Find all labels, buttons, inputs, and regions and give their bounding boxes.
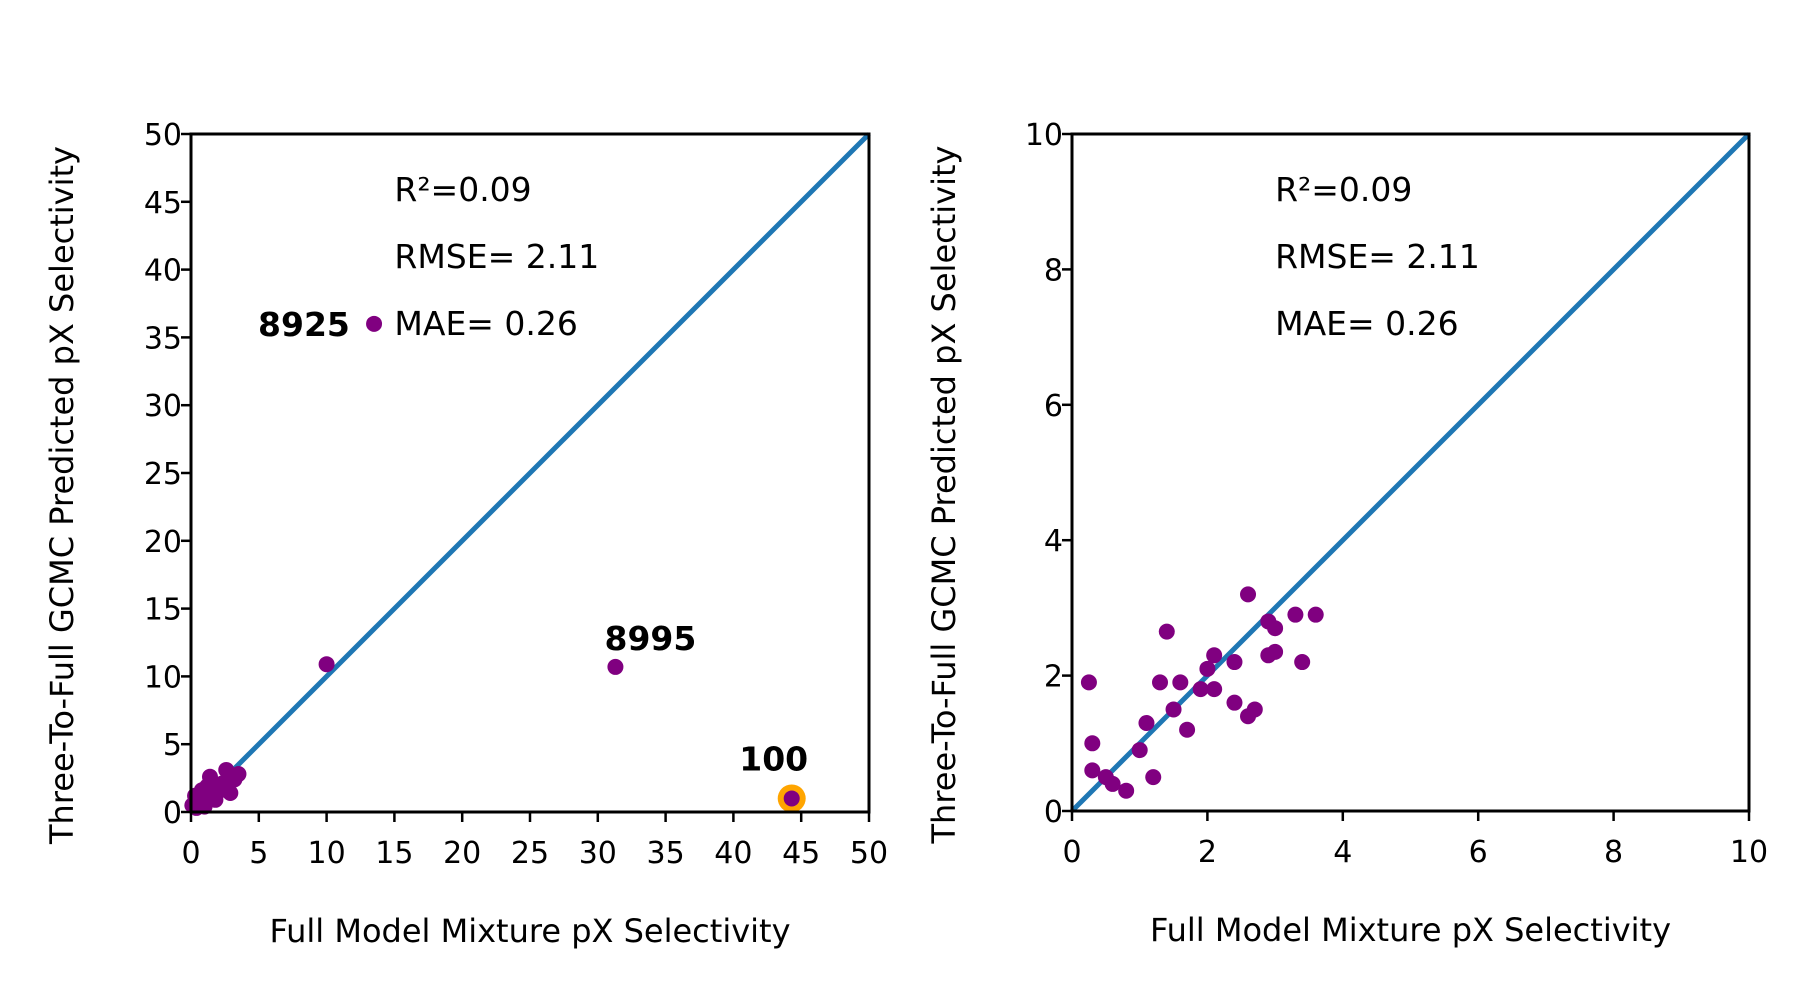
data-point bbox=[222, 785, 239, 802]
left-panel: 0 5 10 15 20 25 30 35 40 45 50 0 5 10 15 20 25 30 35 40 45 50… bbox=[43, 118, 888, 950]
data-point bbox=[1307, 606, 1324, 623]
point-annotation: 8925 bbox=[258, 305, 350, 344]
data-point bbox=[1118, 782, 1135, 799]
y-tick-label: 35 bbox=[144, 321, 182, 356]
y-tick-label: 25 bbox=[144, 457, 182, 492]
data-point bbox=[1240, 708, 1257, 725]
data-point bbox=[1145, 769, 1162, 786]
x-tick-label: 10 bbox=[1730, 835, 1768, 870]
y-tick-label: 10 bbox=[1025, 118, 1063, 153]
y-tick-label: 50 bbox=[144, 118, 182, 153]
data-point bbox=[201, 768, 218, 785]
y-tick-label: 45 bbox=[144, 186, 182, 221]
parity-line bbox=[1070, 132, 1751, 813]
data-point bbox=[1152, 674, 1169, 691]
right-panel: 0 2 4 6 8 10 0 2 4 6 8 10 Full Model Mixture pX Sele… bbox=[925, 118, 1768, 949]
y-tick-label: 15 bbox=[144, 593, 182, 628]
y-tick-label: 0 bbox=[163, 796, 182, 831]
mae-label: MAE= 0.26 bbox=[394, 304, 578, 343]
x-tick-label: 50 bbox=[850, 836, 888, 871]
data-point bbox=[1240, 586, 1257, 603]
data-point bbox=[1104, 775, 1121, 792]
y-axis-title: Three-To-Full GCMC Predicted pX Selectiv… bbox=[43, 146, 81, 845]
y-tick-label: 10 bbox=[144, 660, 182, 695]
data-point bbox=[1206, 681, 1223, 698]
data-point bbox=[1287, 606, 1304, 623]
data-point bbox=[607, 658, 624, 675]
plot-frame bbox=[1070, 132, 1751, 813]
y-tick-label: 4 bbox=[1044, 524, 1063, 559]
data-point bbox=[1172, 674, 1189, 691]
y-tick-label: 2 bbox=[1044, 660, 1063, 695]
x-axis-title: Full Model Mixture pX Selectivity bbox=[269, 912, 790, 950]
y-tick-label: 5 bbox=[163, 728, 182, 763]
data-point bbox=[1084, 735, 1101, 752]
point-annotation: 8995 bbox=[604, 619, 696, 658]
data-point bbox=[1131, 742, 1148, 759]
parity-line bbox=[189, 132, 871, 814]
y-tick-label: 6 bbox=[1044, 389, 1063, 424]
data-point bbox=[1294, 654, 1311, 671]
x-tick-label: 10 bbox=[308, 836, 346, 871]
x-tick-label: 2 bbox=[1198, 835, 1217, 870]
mae-label: MAE= 0.26 bbox=[1275, 304, 1459, 343]
x-tick-label: 15 bbox=[375, 836, 413, 871]
x-tick-label: 5 bbox=[249, 836, 268, 871]
data-point bbox=[1165, 701, 1182, 718]
data-point bbox=[1226, 654, 1243, 671]
x-tick-label: 6 bbox=[1469, 835, 1488, 870]
x-tick-label: 40 bbox=[714, 836, 752, 871]
data-point bbox=[366, 315, 383, 332]
data-point bbox=[1199, 660, 1216, 677]
data-point bbox=[230, 766, 247, 783]
x-tick-label: 8 bbox=[1604, 835, 1623, 870]
data-point bbox=[1158, 623, 1175, 640]
y-tick-label: 30 bbox=[144, 389, 182, 424]
x-tick-label: 20 bbox=[443, 836, 481, 871]
data-point bbox=[1226, 694, 1243, 711]
data-point bbox=[207, 791, 224, 808]
x-tick-label: 45 bbox=[782, 836, 820, 871]
x-tick-label: 4 bbox=[1333, 835, 1352, 870]
data-point bbox=[1267, 620, 1284, 637]
r2-label: R²=0.09 bbox=[394, 170, 531, 209]
data-point bbox=[318, 656, 335, 673]
rmse-label: RMSE= 2.11 bbox=[394, 237, 599, 276]
y-tick-label: 40 bbox=[144, 254, 182, 289]
y-axis-title: Three-To-Full GCMC Predicted pX Selectiv… bbox=[925, 146, 963, 845]
x-tick-label: 35 bbox=[647, 836, 685, 871]
y-tick-label: 20 bbox=[144, 525, 182, 560]
x-tick-label: 30 bbox=[579, 836, 617, 871]
rmse-label: RMSE= 2.11 bbox=[1275, 237, 1480, 276]
data-point bbox=[1084, 762, 1101, 779]
x-tick-label: 0 bbox=[181, 836, 200, 871]
data-point bbox=[1080, 674, 1097, 691]
data-point bbox=[1206, 647, 1223, 664]
data-point bbox=[783, 790, 800, 807]
x-axis-title: Full Model Mixture pX Selectivity bbox=[1150, 911, 1671, 949]
x-tick-label: 0 bbox=[1062, 835, 1081, 870]
y-tick-label: 0 bbox=[1044, 795, 1063, 830]
data-point bbox=[1267, 643, 1284, 660]
x-tick-label: 25 bbox=[511, 836, 549, 871]
point-annotation: 100 bbox=[739, 739, 808, 778]
data-point bbox=[1138, 714, 1155, 731]
data-point bbox=[1179, 721, 1196, 738]
r2-label: R²=0.09 bbox=[1275, 170, 1412, 209]
data-point bbox=[1192, 681, 1209, 698]
y-tick-label: 8 bbox=[1044, 253, 1063, 288]
